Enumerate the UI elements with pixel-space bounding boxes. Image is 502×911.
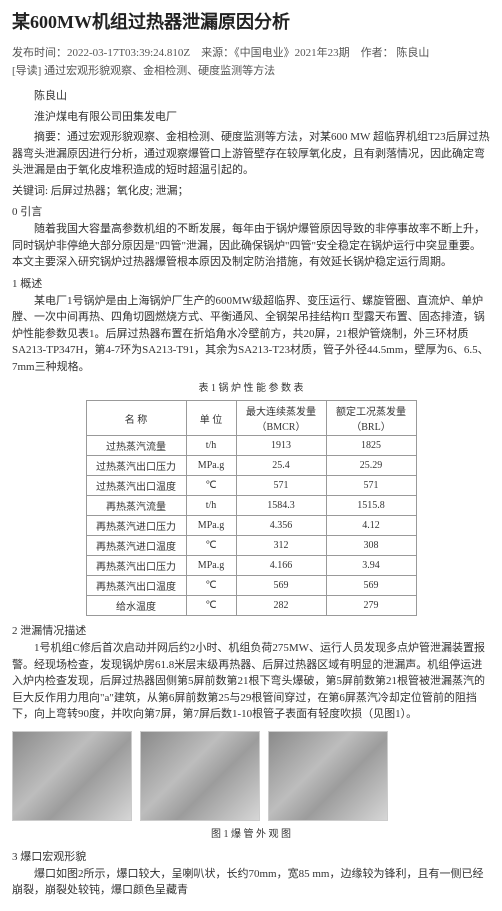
table-cell: 4.166: [236, 556, 326, 576]
table-cell: MPa.g: [186, 516, 236, 536]
table-row: 过热蒸汽出口温度℃571571: [86, 476, 416, 496]
author-affiliation: 淮沪煤电有限公司田集发电厂: [12, 109, 490, 126]
table-cell: 1515.8: [326, 496, 416, 516]
table-row: 过热蒸汽流量t/h19131825: [86, 436, 416, 456]
table-header: 名 称: [86, 401, 186, 436]
figure-image: [268, 731, 388, 821]
table-cell: 再热蒸汽出口压力: [86, 556, 186, 576]
table-row: 再热蒸汽进口温度℃312308: [86, 536, 416, 556]
table-cell: ℃: [186, 536, 236, 556]
table-cell: 571: [236, 476, 326, 496]
figure-image: [140, 731, 260, 821]
table-caption: 表 1 锅 炉 性 能 参 数 表: [12, 379, 490, 394]
table-cell: ℃: [186, 576, 236, 596]
table-cell: 4.12: [326, 516, 416, 536]
table-cell: 再热蒸汽出口温度: [86, 576, 186, 596]
table-row: 再热蒸汽出口温度℃569569: [86, 576, 416, 596]
keywords: 关键词: 后屏过热器；氧化皮; 泄漏；: [12, 183, 490, 200]
table-cell: MPa.g: [186, 556, 236, 576]
table-cell: 279: [326, 596, 416, 616]
table-row: 过热蒸汽出口压力MPa.g25.425.29: [86, 456, 416, 476]
meta-publish: 发布时间：2022-03-17T03:39:24.810Z 来源：《中国电业》2…: [12, 44, 490, 60]
table-cell: MPa.g: [186, 456, 236, 476]
table-row: 给水温度℃282279: [86, 596, 416, 616]
table-row: 再热蒸汽进口压力MPa.g4.3564.12: [86, 516, 416, 536]
parameters-table: 名 称单 位最大连续蒸发量（BMCR）额定工况蒸发量（BRL）过热蒸汽流量t/h…: [86, 400, 417, 616]
table-cell: 再热蒸汽进口压力: [86, 516, 186, 536]
table-cell: t/h: [186, 436, 236, 456]
table-cell: 过热蒸汽出口压力: [86, 456, 186, 476]
figure-row: [12, 731, 490, 821]
abstract: 摘要：通过宏观形貌观察、金相检测、硬度监测等方法，对某600 MW 超临界机组T…: [12, 129, 490, 179]
table-row: 再热蒸汽流量t/h1584.31515.8: [86, 496, 416, 516]
table-row: 再热蒸汽出口压力MPa.g4.1663.94: [86, 556, 416, 576]
table-cell: 308: [326, 536, 416, 556]
table-cell: 再热蒸汽流量: [86, 496, 186, 516]
figure-caption: 图 1 爆 管 外 观 图: [12, 825, 490, 840]
section-2-title: 2 泄漏情况描述: [12, 622, 490, 638]
page-title: 某600MW机组过热器泄漏原因分析: [12, 8, 490, 34]
table-header: 单 位: [186, 401, 236, 436]
table-cell: 25.29: [326, 456, 416, 476]
table-cell: 给水温度: [86, 596, 186, 616]
section-1-p1: 某电厂1号锅炉是由上海锅炉厂生产的600MW级超临界、变压运行、螺旋管圈、直流炉…: [12, 293, 490, 376]
table-cell: 282: [236, 596, 326, 616]
table-cell: 再热蒸汽进口温度: [86, 536, 186, 556]
table-cell: 1584.3: [236, 496, 326, 516]
table-cell: t/h: [186, 496, 236, 516]
table-cell: ℃: [186, 596, 236, 616]
table-cell: 过热蒸汽流量: [86, 436, 186, 456]
section-3-title: 3 爆口宏观形貌: [12, 848, 490, 864]
author-name: 陈良山: [12, 88, 490, 105]
table-header: 最大连续蒸发量（BMCR）: [236, 401, 326, 436]
table-cell: 过热蒸汽出口温度: [86, 476, 186, 496]
table-cell: ℃: [186, 476, 236, 496]
section-1-title: 1 概述: [12, 275, 490, 291]
section-3-p1: 爆口如图2所示，爆口较大，呈喇叭状，长约70mm，宽85 mm，边缘较为锋利，且…: [12, 866, 490, 899]
figure-image: [12, 731, 132, 821]
section-0-p1: 随着我国大容量高参数机组的不断发展，每年由于锅炉爆管原因导致的非停事故率不断上升…: [12, 221, 490, 271]
table-cell: 1913: [236, 436, 326, 456]
table-header: 额定工况蒸发量（BRL）: [326, 401, 416, 436]
table-cell: 3.94: [326, 556, 416, 576]
table-cell: 312: [236, 536, 326, 556]
table-cell: 25.4: [236, 456, 326, 476]
section-2-p1: 1号机组C修后首次启动并网后约2小时、机组负荷275MW、运行人员发现多点炉管泄…: [12, 640, 490, 723]
table-cell: 4.356: [236, 516, 326, 536]
section-0-title: 0 引言: [12, 203, 490, 219]
table-cell: 571: [326, 476, 416, 496]
table-cell: 569: [236, 576, 326, 596]
meta-guide: [导读] 通过宏观形貌观察、金相检测、硬度监测等方法: [12, 62, 490, 78]
table-cell: 569: [326, 576, 416, 596]
table-cell: 1825: [326, 436, 416, 456]
